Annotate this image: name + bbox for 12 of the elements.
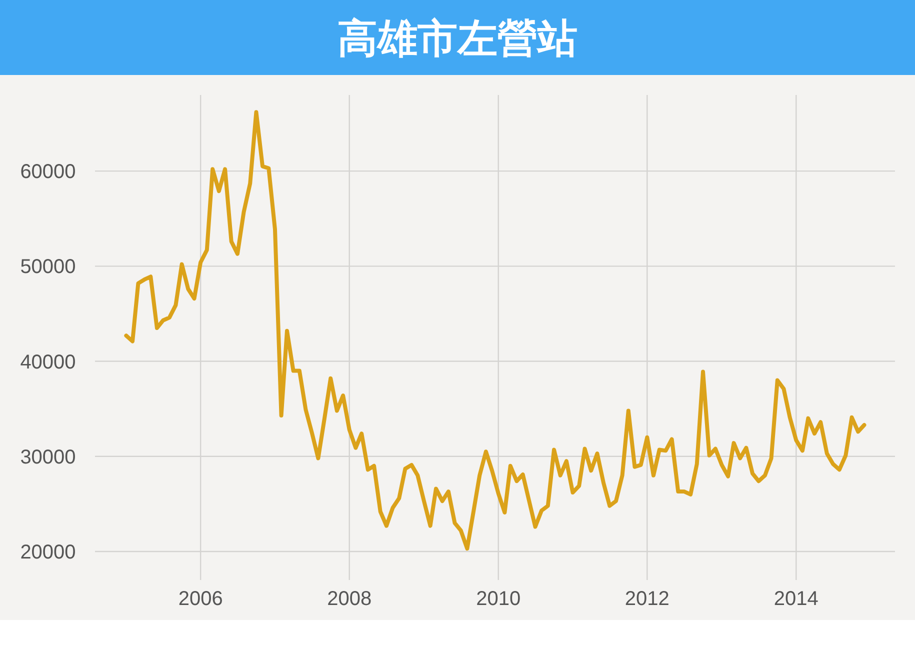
y-tick-label: 60000 (20, 161, 76, 184)
x-tick-label: 2012 (624, 588, 670, 610)
y-tick-label: 20000 (20, 541, 76, 564)
x-tick-label: 2006 (178, 588, 223, 610)
y-tick-label: 30000 (20, 446, 76, 468)
chart-title: 高雄市左營站 (338, 17, 578, 61)
y-tick-label: 50000 (20, 256, 76, 278)
line-series (124, 110, 866, 551)
x-tick-label: 2010 (476, 588, 521, 610)
x-tick-label: 2008 (327, 588, 372, 610)
y-tick-label: 40000 (20, 351, 76, 374)
x-tick-label: 2014 (774, 588, 818, 610)
